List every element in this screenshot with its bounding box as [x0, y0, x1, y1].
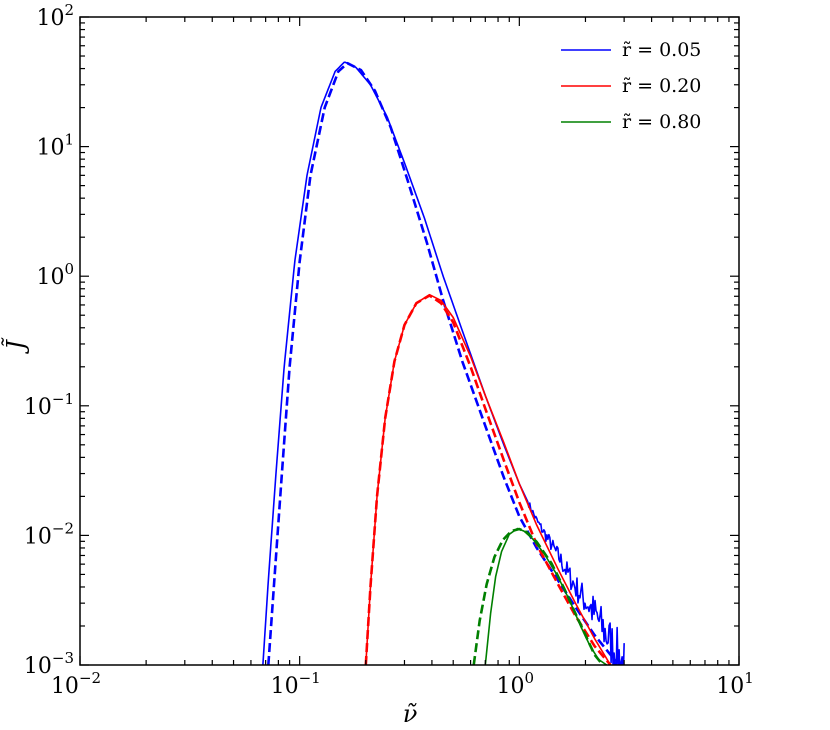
legend-label-3: r̃ = 0.80	[622, 111, 701, 133]
y-tick-label: 100	[36, 260, 74, 290]
x-tick-label: 100	[497, 669, 535, 699]
x-tick-label: 10−1	[271, 669, 321, 699]
y-tick-label: 10−1	[24, 390, 74, 420]
x-tick-label: 10−2	[51, 669, 101, 699]
series-layer	[262, 61, 625, 665]
series-1-solid-line	[262, 61, 625, 665]
tick-layer	[79, 16, 740, 666]
series-6-dashed-line	[472, 527, 604, 665]
y-tick-label: 101	[36, 131, 74, 161]
series-4-dashed-line	[364, 294, 612, 665]
legend: r̃ = 0.05 r̃ = 0.20 r̃ = 0.80	[561, 39, 701, 133]
series-2-dashed-line	[267, 61, 622, 665]
legend-label-2: r̃ = 0.20	[622, 75, 701, 97]
plot-frame	[79, 16, 740, 666]
x-axis-label: ν̃	[403, 700, 418, 728]
y-tick-label: 10−3	[24, 649, 74, 679]
x-tick-label: 101	[716, 669, 754, 699]
legend-label-1: r̃ = 0.05	[622, 39, 701, 61]
y-tick-label: 102	[36, 1, 74, 31]
y-axis-label: J̃	[2, 336, 30, 354]
y-tick-label: 10−2	[24, 519, 74, 549]
